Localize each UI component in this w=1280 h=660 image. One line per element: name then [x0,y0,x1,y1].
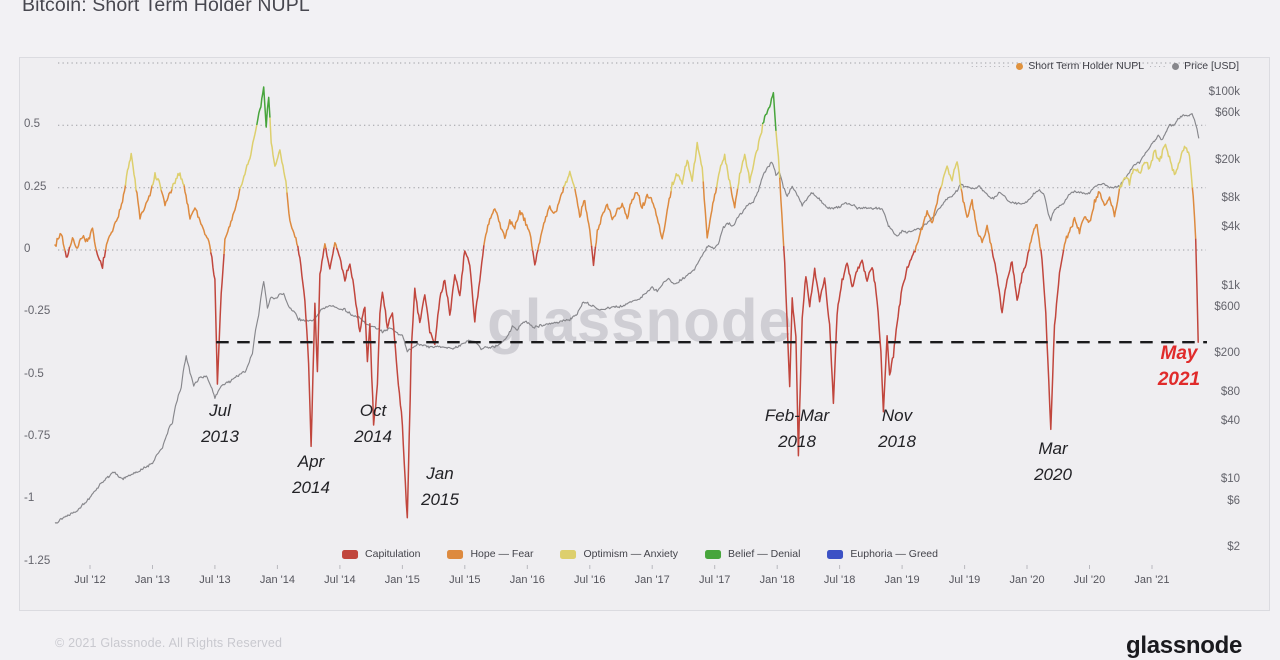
legend-item-label: Hope — Fear [470,548,534,560]
x-axis-tick-label: Jul '16 [574,574,606,586]
y-right-tick-label: $2 [1227,540,1240,553]
x-axis-tick-label: Jul '12 [74,574,106,586]
legend-item-belief-denial[interactable]: Belief — Denial [705,548,800,560]
y-right-tick-label: $200 [1214,347,1240,360]
y-right-tick-label: $6 [1227,494,1240,507]
x-axis-tick-marks [89,565,1153,569]
legend-item-label: Belief — Denial [728,548,801,560]
chart-legend-top: ········· Short Term Holder NUPL ···· Pr… [971,59,1239,73]
nupl-line-segment [54,176,1197,256]
euphoria-greed-swatch-icon [827,549,844,559]
legend-item-label: Capitulation [365,548,421,560]
belief-denial-swatch-icon [705,549,722,559]
series-lines [54,86,1200,524]
y-left-tick-label: 0.25 [24,180,47,193]
y-right-tick-label: $600 [1214,301,1240,314]
legend-nupl-label[interactable]: Short Term Holder NUPL [1028,60,1145,72]
capitulation-swatch-icon [342,549,359,559]
legend-leader-dots: ········· [970,61,1012,71]
optimism-anxiety-swatch-icon [560,549,577,559]
legend-item-euphoria-greed[interactable]: Euphoria — Greed [827,548,938,560]
glassnode-logo[interactable]: glassnode [1126,632,1242,659]
y-right-tick-label: $8k [1221,192,1240,205]
x-axis-tick-label: Jan '16 [509,574,545,586]
y-left-tick-label: -1 [24,492,35,505]
y-left-tick-label: -0.25 [24,305,51,318]
y-right-tick-label: $60k [1215,107,1240,120]
y-right-tick-label: $100k [1208,86,1240,98]
legend-item-optimism-anxiety[interactable]: Optimism — Anxiety [560,548,679,560]
price-series-dot-icon[interactable] [1172,62,1180,70]
legend-leader-dots: ···· [1149,61,1168,71]
chart-card [19,57,1270,611]
legend-item-capitulation[interactable]: Capitulation [342,548,420,560]
nupl-line-segment [256,86,777,131]
legend-item-label: Euphoria — Greed [850,548,938,560]
x-axis-tick-label: Jan '17 [634,574,670,586]
y-left-tick-label: 0.5 [24,118,40,131]
x-axis-tick-label: Jul '20 [1073,574,1106,586]
annotation-apr-2014: Apr 2014 [292,452,330,497]
x-axis-tick-label: Jul '19 [948,574,981,586]
nupl-line-segment [64,238,1199,519]
annotation-jul-2013: Jul 2013 [201,401,239,446]
x-axis-tick-label: Jan '19 [884,574,920,586]
annotation-feb-mar-2018: Feb-Mar 2018 [764,406,830,451]
x-axis-tick-label: Jul '18 [823,574,856,586]
y-right-tick-label: $1k [1221,279,1240,292]
y-left-tick-label: -0.5 [24,367,44,380]
y-left-tick-label: -0.75 [24,429,51,442]
x-axis-tick-label: Jul '14 [324,574,356,586]
annotation-mar-2020: Mar 2020 [1034,439,1072,484]
x-axis-tick-label: Jul '13 [199,574,231,586]
annotation-nov-2018: Nov 2018 [878,406,916,451]
legend-item-hope-fear[interactable]: Hope — Fear [447,548,534,560]
x-axis-tick-label: Jan '20 [1009,574,1045,586]
y-right-tick-label: $40 [1220,414,1240,427]
y-right-tick-label: $10 [1220,473,1240,486]
price-line [54,113,1200,524]
x-axis-tick-label: Jan '21 [1134,574,1170,586]
x-axis-tick-label: Jul '17 [698,574,731,586]
x-axis-tick-label: Jan '13 [134,574,171,586]
y-right-tick-label: $80 [1220,385,1240,398]
legend-price-label[interactable]: Price [USD] [1184,60,1239,72]
x-axis-tick-label: Jul '15 [449,574,481,586]
legend-item-label: Optimism — Anxiety [583,548,679,560]
chart-legend-bands: Capitulation Hope — Fear Optimism — Anxi… [342,548,938,560]
y-right-tick-label: $4k [1221,221,1240,234]
x-axis-tick-label: Jan '15 [384,574,420,586]
y-right-tick-label: $20k [1215,153,1240,166]
nupl-line-segment [124,116,1194,193]
annotation-may-2021: May 2021 [1157,343,1201,390]
page-title: Bitcoin: Short Term Holder NUPL [22,0,310,16]
annotation-oct-2014: Oct 2014 [354,401,392,446]
x-axis-tick-label: Jan '14 [259,574,295,586]
y-left-tick-label: -1.25 [24,554,51,567]
hope-fear-swatch-icon [447,549,464,559]
y-left-tick-label: 0 [24,243,31,255]
annotation-jan-2015: Jan 2015 [421,464,459,509]
x-axis-tick-label: Jan '18 [759,574,795,586]
nupl-series-dot-icon[interactable] [1016,62,1024,70]
copyright-text: © 2021 Glassnode. All Rights Reserved [55,636,283,650]
